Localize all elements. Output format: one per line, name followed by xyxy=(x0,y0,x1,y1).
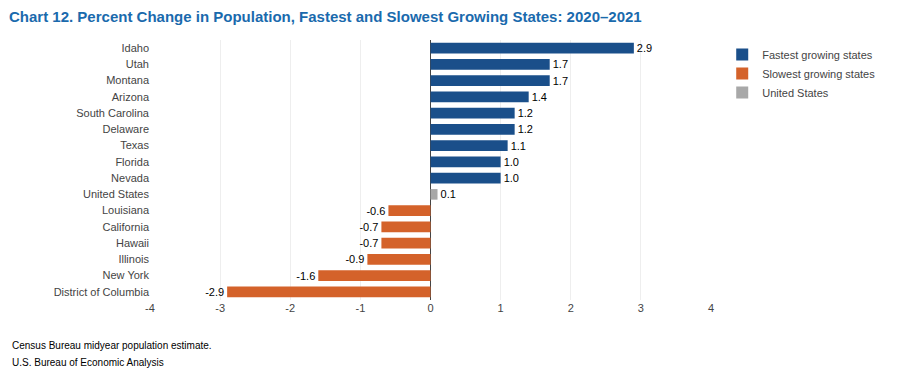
svg-text:0.1: 0.1 xyxy=(441,188,456,200)
svg-text:4: 4 xyxy=(708,302,714,314)
svg-text:Fastest growing states: Fastest growing states xyxy=(762,49,873,61)
svg-text:1.0: 1.0 xyxy=(504,156,519,168)
svg-text:1.1: 1.1 xyxy=(511,140,526,152)
svg-text:Texas: Texas xyxy=(120,139,149,151)
svg-text:-0.6: -0.6 xyxy=(366,205,385,217)
svg-text:1.2: 1.2 xyxy=(518,123,533,135)
svg-text:-2: -2 xyxy=(285,302,295,314)
svg-text:0: 0 xyxy=(427,302,433,314)
svg-text:Idaho: Idaho xyxy=(121,42,149,54)
svg-text:1.2: 1.2 xyxy=(518,107,533,119)
svg-text:Illinois: Illinois xyxy=(118,253,149,265)
svg-text:1.0: 1.0 xyxy=(504,172,519,184)
svg-text:-0.7: -0.7 xyxy=(359,221,378,233)
svg-text:Utah: Utah xyxy=(126,58,149,70)
svg-text:-0.9: -0.9 xyxy=(345,253,364,265)
svg-text:2.9: 2.9 xyxy=(637,42,652,54)
svg-text:District of Columbia: District of Columbia xyxy=(54,286,150,298)
svg-text:Slowest growing states: Slowest growing states xyxy=(762,68,875,80)
svg-text:Louisiana: Louisiana xyxy=(102,204,150,216)
svg-text:Nevada: Nevada xyxy=(111,172,150,184)
svg-text:2: 2 xyxy=(568,302,574,314)
svg-text:California: California xyxy=(103,221,150,233)
svg-text:United States: United States xyxy=(83,188,150,200)
svg-text:U.S. Bureau of Economic Analys: U.S. Bureau of Economic Analysis xyxy=(12,357,164,368)
svg-text:1.4: 1.4 xyxy=(532,91,547,103)
svg-text:Chart 12. Percent Change in Po: Chart 12. Percent Change in Population, … xyxy=(9,8,642,25)
svg-text:Delaware: Delaware xyxy=(103,123,149,135)
svg-text:Census Bureau midyear populati: Census Bureau midyear population estimat… xyxy=(12,340,212,351)
svg-text:1: 1 xyxy=(498,302,504,314)
svg-text:New York: New York xyxy=(103,269,150,281)
svg-text:Montana: Montana xyxy=(106,74,150,86)
svg-text:-0.7: -0.7 xyxy=(359,237,378,249)
svg-text:Arizona: Arizona xyxy=(112,91,150,103)
svg-text:1.7: 1.7 xyxy=(553,75,568,87)
svg-text:3: 3 xyxy=(638,302,644,314)
svg-text:-4: -4 xyxy=(145,302,155,314)
svg-text:United States: United States xyxy=(762,87,829,99)
svg-text:-2.9: -2.9 xyxy=(205,286,224,298)
svg-text:South Carolina: South Carolina xyxy=(76,107,150,119)
svg-text:-1: -1 xyxy=(355,302,365,314)
svg-text:Hawaii: Hawaii xyxy=(116,237,149,249)
svg-text:Florida: Florida xyxy=(115,156,150,168)
svg-text:1.7: 1.7 xyxy=(553,58,568,70)
svg-text:-3: -3 xyxy=(215,302,225,314)
svg-text:-1.6: -1.6 xyxy=(296,270,315,282)
